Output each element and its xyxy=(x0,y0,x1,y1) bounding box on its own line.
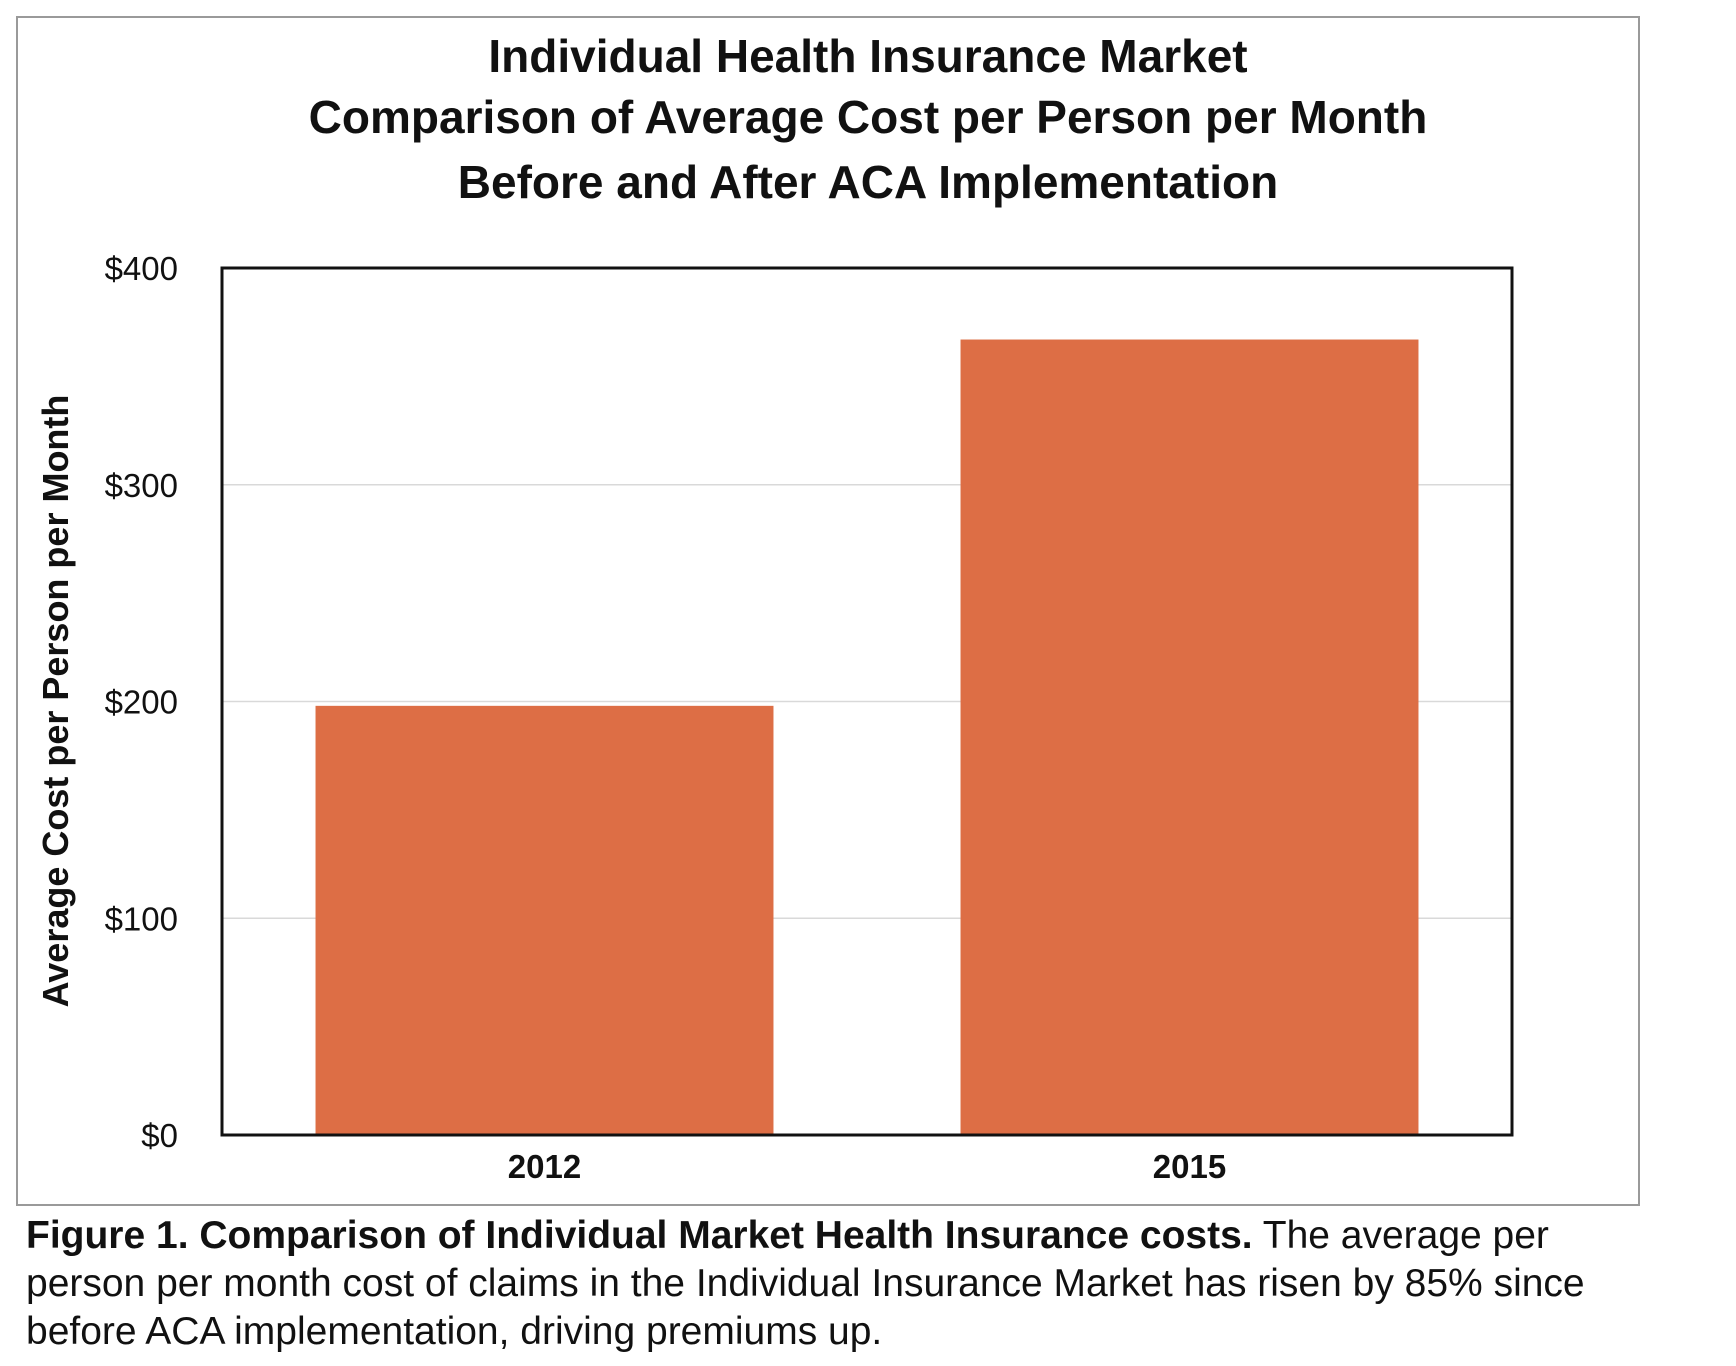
bar-2015 xyxy=(960,339,1419,1136)
plot-area-frame xyxy=(220,266,1514,1137)
bars xyxy=(315,339,1419,1136)
x-axis-ticks: 2012 2015 xyxy=(508,1148,1226,1185)
x-tick-label: 2012 xyxy=(508,1148,581,1185)
y-axis-label: Average Cost per Person per Month xyxy=(35,395,76,1008)
y-axis-ticks: $0 $100 $200 $300 $400 xyxy=(105,250,178,1154)
y-tick-label: $0 xyxy=(141,1117,178,1154)
y-tick-label: $300 xyxy=(105,467,178,504)
chart-title-line-2: Comparison of Average Cost per Person pe… xyxy=(309,91,1428,143)
chart-title-line-3: Before and After ACA Implementation xyxy=(458,156,1278,208)
caption-text: The average per person per month cost of… xyxy=(26,1214,1585,1353)
chart-title: Individual Health Insurance Market Compar… xyxy=(309,30,1428,208)
figure-caption: Figure 1. Comparison of Individual Marke… xyxy=(26,1212,1666,1356)
caption-bold: Figure 1. Comparison of Individual Marke… xyxy=(26,1214,1253,1257)
x-tick-label: 2015 xyxy=(1153,1148,1226,1185)
bar-2012 xyxy=(315,705,774,1135)
y-tick-label: $200 xyxy=(105,684,178,721)
y-tick-label: $100 xyxy=(105,900,178,937)
chart-title-line-1: Individual Health Insurance Market xyxy=(488,30,1247,82)
y-tick-label: $400 xyxy=(105,250,178,287)
